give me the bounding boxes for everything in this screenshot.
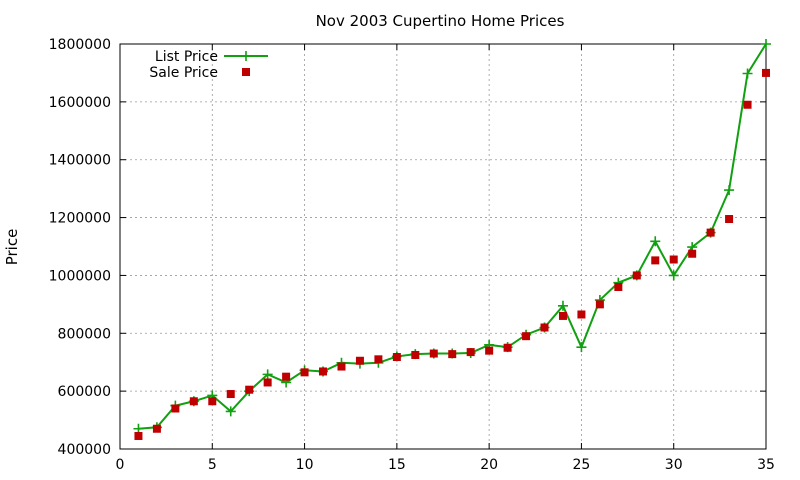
list-price-point xyxy=(557,300,568,311)
sale-price-point xyxy=(171,404,180,413)
sale-price-point xyxy=(337,362,346,371)
sale-price-point xyxy=(411,350,420,359)
list-price-point xyxy=(262,369,273,380)
sale-price-point xyxy=(263,378,272,387)
plot-frame xyxy=(119,43,767,450)
list-price-point xyxy=(761,39,771,49)
x-tick-label: 10 xyxy=(296,457,314,473)
sale-price-point xyxy=(319,367,328,376)
y-tick-label: 1000000 xyxy=(49,268,111,284)
sale-price-point xyxy=(614,283,623,291)
sale-price-point xyxy=(282,372,291,381)
list-price-point xyxy=(668,270,679,281)
x-tick-label: 35 xyxy=(757,457,775,473)
list-price-point xyxy=(650,236,661,247)
x-tick-label: 25 xyxy=(573,457,591,473)
series-list-price xyxy=(133,39,771,434)
y-tick-label: 600000 xyxy=(58,384,111,400)
y-tick-label: 400000 xyxy=(58,442,111,458)
sale-price-point xyxy=(688,249,697,258)
sale-price-point xyxy=(429,349,438,358)
sale-price-point xyxy=(558,311,567,320)
y-tick-label: 800000 xyxy=(58,326,111,342)
ticks: 0 5 10 15 20 25 30 35 400000 600000 800000 1000000 1… xyxy=(49,37,775,473)
sale-price-point xyxy=(706,228,715,237)
sale-price-point xyxy=(743,100,752,109)
sale-price-point xyxy=(226,390,235,399)
sale-price-point xyxy=(485,346,494,355)
sale-price-point xyxy=(448,350,457,359)
sale-price-point xyxy=(392,353,401,362)
sale-price-point xyxy=(522,332,531,341)
y-axis-label: Price xyxy=(3,229,21,266)
y-tick-label: 1600000 xyxy=(49,95,111,111)
sale-price-point xyxy=(540,323,549,332)
grid xyxy=(120,44,766,449)
sale-price-point xyxy=(595,300,604,309)
legend-label: List Price xyxy=(155,49,218,65)
sale-price-point xyxy=(152,424,161,433)
sale-price-point xyxy=(189,397,198,406)
sale-price-point xyxy=(355,356,364,365)
sale-price-point xyxy=(762,68,770,77)
x-tick-label: 20 xyxy=(480,457,498,473)
legend-plus-marker xyxy=(241,51,251,61)
sale-price-point xyxy=(374,355,383,364)
sale-price-point xyxy=(208,397,217,406)
sale-price-point xyxy=(300,368,309,377)
sale-price-point xyxy=(651,256,660,265)
sale-price-point xyxy=(466,348,475,357)
legend-label: Sale Price xyxy=(149,65,218,81)
list-price-point xyxy=(576,342,587,353)
list-price-point xyxy=(742,68,753,79)
chart-title: Nov 2003 Cupertino Home Prices xyxy=(316,12,565,30)
sale-price-point xyxy=(725,215,734,224)
series xyxy=(133,39,771,440)
x-tick-label: 30 xyxy=(665,457,683,473)
x-tick-label: 0 xyxy=(116,457,125,473)
sale-price-point xyxy=(632,271,641,280)
list-price-point xyxy=(225,406,236,417)
y-tick-label: 1800000 xyxy=(49,37,111,53)
sale-price-point xyxy=(669,255,678,264)
series-sale-price xyxy=(134,68,770,440)
sale-price-point xyxy=(245,385,254,394)
list-price-point xyxy=(724,185,735,196)
x-tick-label: 5 xyxy=(208,457,217,473)
sale-price-point xyxy=(503,343,512,352)
sale-price-point xyxy=(134,431,143,440)
sale-price-point xyxy=(577,310,586,319)
legend-square-marker xyxy=(242,68,250,76)
y-tick-label: 1400000 xyxy=(49,153,111,169)
x-tick-label: 15 xyxy=(388,457,406,473)
y-tick-label: 1200000 xyxy=(49,211,111,227)
